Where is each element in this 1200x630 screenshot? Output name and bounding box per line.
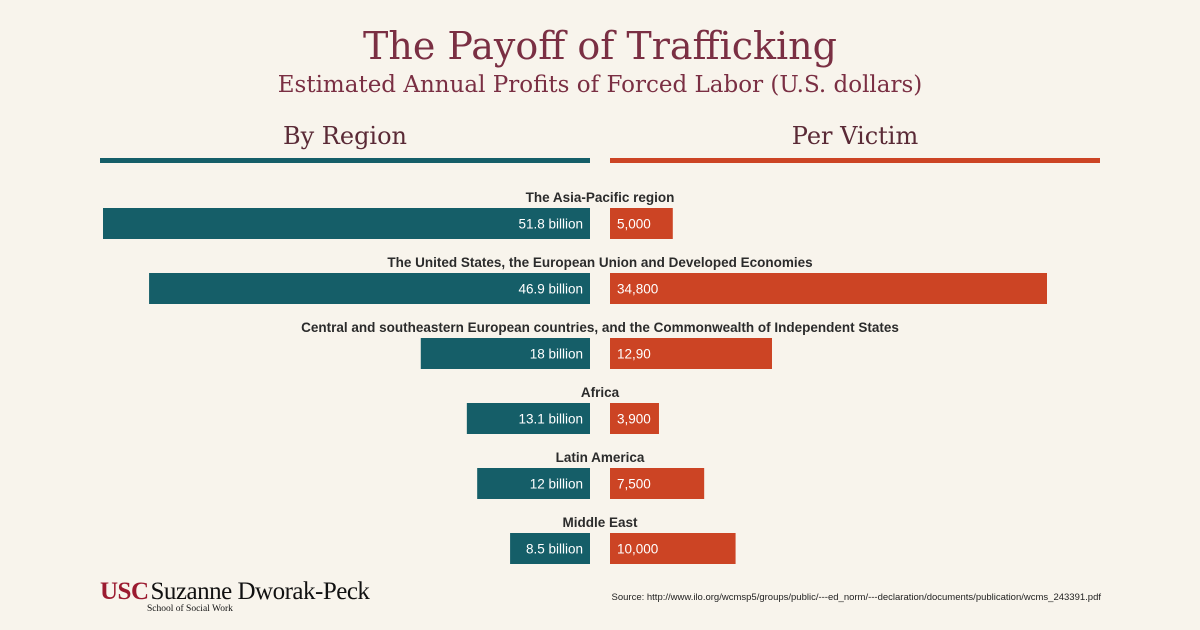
region-bar [466,403,590,434]
per-victim-bar [610,338,772,369]
category-label: Middle East [562,515,638,530]
region-value-label: 51.8 billion [518,217,583,232]
logo-usc-text: USC [100,578,149,605]
region-value-label: 18 billion [530,347,583,362]
per-victim-value-label: 34,800 [617,282,658,297]
source-citation: Source: http://www.ilo.org/wcmsp5/groups… [611,592,1102,603]
butterfly-bar-chart: The Asia-Pacific region 51.8 billion 5,000… [103,190,1047,564]
chart-subtitle: Estimated Annual Profits of Forced Labor… [277,72,923,98]
region-bar [149,273,590,304]
right-column-heading: Per Victim [791,122,919,150]
region-bar [420,338,590,369]
per-victim-bar [610,403,659,434]
chart-title: The Payoff of Trafficking [363,24,837,68]
left-column-rule [100,158,590,163]
category-label: The United States, the European Union an… [387,255,812,270]
logo-school-name: Suzanne Dworak-Peck [150,578,370,605]
region-bar [477,468,590,499]
region-value-label: 8.5 billion [526,542,583,557]
category-label: Latin America [556,450,645,465]
category-label: The Asia-Pacific region [526,190,675,205]
usc-logo: USCSuzanne Dworak-Peck School of Social … [100,578,370,614]
left-column-heading: By Region [282,122,408,150]
per-victim-bar [610,468,705,499]
per-victim-value-label: 5,000 [617,217,651,232]
region-bar [103,208,590,239]
right-column-rule [610,158,1100,163]
region-value-label: 46.9 billion [518,282,583,297]
per-victim-bar [610,533,736,564]
per-victim-bar [610,208,673,239]
logo-subtitle: School of Social Work [147,604,233,614]
region-bar [510,533,590,564]
per-victim-value-label: 7,500 [617,477,651,492]
per-victim-value-label: 12,90 [617,347,651,362]
per-victim-value-label: 3,900 [617,412,651,427]
per-victim-bar [610,273,1047,304]
region-value-label: 13.1 billion [518,412,583,427]
per-victim-value-label: 10,000 [617,542,658,557]
region-value-label: 12 billion [530,477,583,492]
category-label: Africa [581,385,620,400]
category-label: Central and southeastern European countr… [301,320,899,335]
